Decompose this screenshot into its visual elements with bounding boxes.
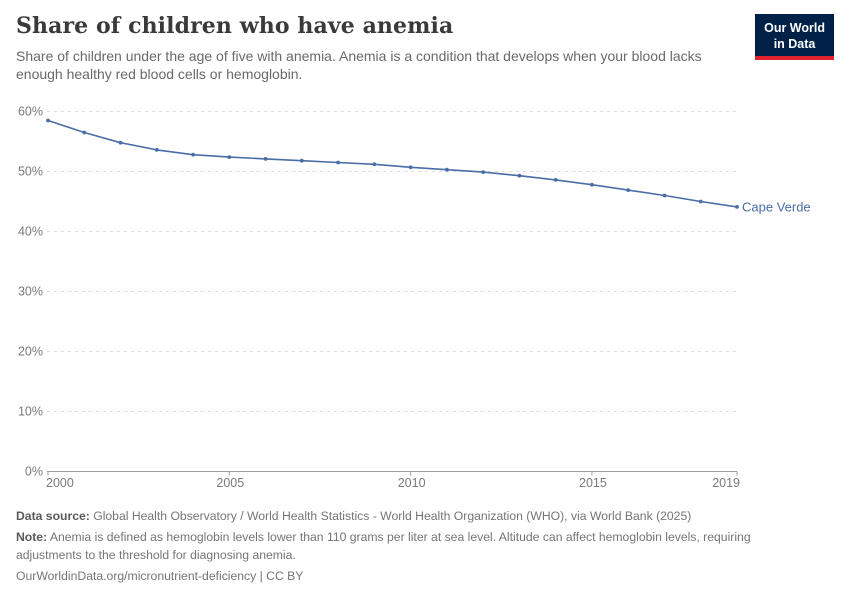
- y-axis-tick-label: 0%: [25, 465, 43, 479]
- owid-logo-line2: in Data: [773, 37, 816, 51]
- data-point[interactable]: [263, 157, 268, 161]
- note-text: Anemia is defined as hemoglobin levels l…: [16, 530, 751, 562]
- data-point[interactable]: [590, 182, 594, 187]
- y-axis-tick-label: 10%: [18, 405, 43, 419]
- y-axis-tick-label: 20%: [18, 345, 43, 359]
- data-source-text: Global Health Observatory / World Health…: [89, 509, 692, 523]
- data-point[interactable]: [154, 148, 159, 152]
- chart-header: Share of children who have anemia Share …: [16, 13, 740, 84]
- series-line-cape-verde: [47, 119, 738, 208]
- data-point[interactable]: [662, 193, 667, 198]
- note-label: Note:: [16, 530, 48, 545]
- data-point[interactable]: [299, 158, 304, 163]
- data-point[interactable]: [481, 170, 486, 175]
- x-axis-tick-label: 2019: [712, 476, 740, 490]
- owid-logo-line1: Our World: [764, 21, 825, 35]
- data-point[interactable]: [445, 167, 449, 172]
- x-axis-tick-label: 2005: [216, 476, 244, 490]
- entity-label: Cape Verde: [742, 199, 811, 214]
- y-axis-tick-label: 40%: [18, 225, 43, 239]
- data-point[interactable]: [82, 130, 87, 135]
- data-point[interactable]: [372, 162, 377, 167]
- data-point[interactable]: [191, 152, 196, 157]
- data-source-label: Data source:: [16, 509, 90, 523]
- data-point[interactable]: [118, 140, 123, 145]
- data-point[interactable]: [626, 188, 631, 193]
- data-point[interactable]: [553, 178, 558, 182]
- x-axis-tick-label: 2015: [579, 476, 607, 490]
- y-axis-tick-label: 60%: [18, 105, 43, 119]
- x-axis-tick-label: 2000: [46, 476, 74, 490]
- note-line: Note: Anemia is defined as hemoglobin le…: [16, 529, 798, 564]
- data-source-line: Data source: Global Health Observatory /…: [16, 508, 834, 525]
- line-chart[interactable]: 0% 10% 20% 30% 40% 50% 60% 2000 2005 2010 2015 2019…: [0, 0, 850, 505]
- chart-subtitle: Share of children under the age of five …: [16, 48, 702, 83]
- y-axis-tick-label: 30%: [18, 285, 43, 299]
- data-point[interactable]: [517, 173, 522, 178]
- data-point[interactable]: [336, 160, 340, 165]
- y-axis-tick-label: 50%: [18, 165, 43, 179]
- chart-title: Share of children who have anemia: [16, 13, 454, 39]
- data-point[interactable]: [735, 205, 739, 209]
- chart-footer: Data source: Global Health Observatory /…: [16, 508, 834, 589]
- data-point[interactable]: [227, 155, 232, 160]
- owid-logo[interactable]: Our World in Data: [755, 14, 834, 60]
- data-point[interactable]: [46, 118, 50, 123]
- data-point[interactable]: [408, 165, 413, 170]
- canonical-url-license[interactable]: OurWorldinData.org/micronutrient-deficie…: [16, 568, 304, 583]
- x-axis-tick-label: 2010: [398, 476, 426, 490]
- data-point[interactable]: [698, 199, 703, 204]
